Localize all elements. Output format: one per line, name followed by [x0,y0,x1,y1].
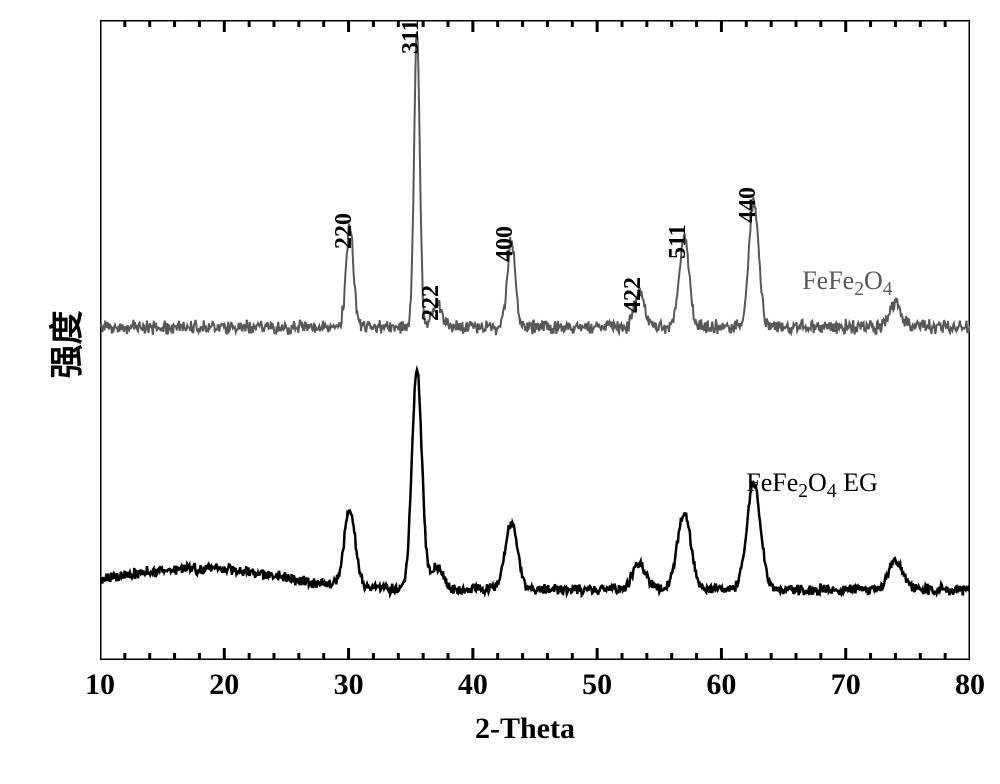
x-tick-label: 10 [85,668,115,702]
x-tick-label: 40 [458,668,488,702]
y-axis-label: 强度 [40,311,89,379]
peak-label: 422 [620,277,647,313]
peak-label: 511 [665,224,692,259]
x-tick-label: 30 [334,668,364,702]
peak-label: 400 [492,226,519,262]
xrd-plot-svg [100,20,970,660]
x-tick-label: 70 [831,668,861,702]
series-label: FeFe2O4 [802,266,892,296]
peak-label: 222 [418,285,445,321]
x-tick-label: 60 [706,668,736,702]
x-tick-label: 50 [582,668,612,702]
peak-label: 311 [398,19,425,54]
series-label: FeFe2O4 EG [746,468,877,498]
peak-label: 440 [735,187,762,223]
x-axis-label: 2-Theta [475,712,575,746]
plot-area [100,20,970,660]
x-tick-label: 80 [955,668,985,702]
x-tick-label: 20 [209,668,239,702]
peak-label: 220 [331,213,358,249]
